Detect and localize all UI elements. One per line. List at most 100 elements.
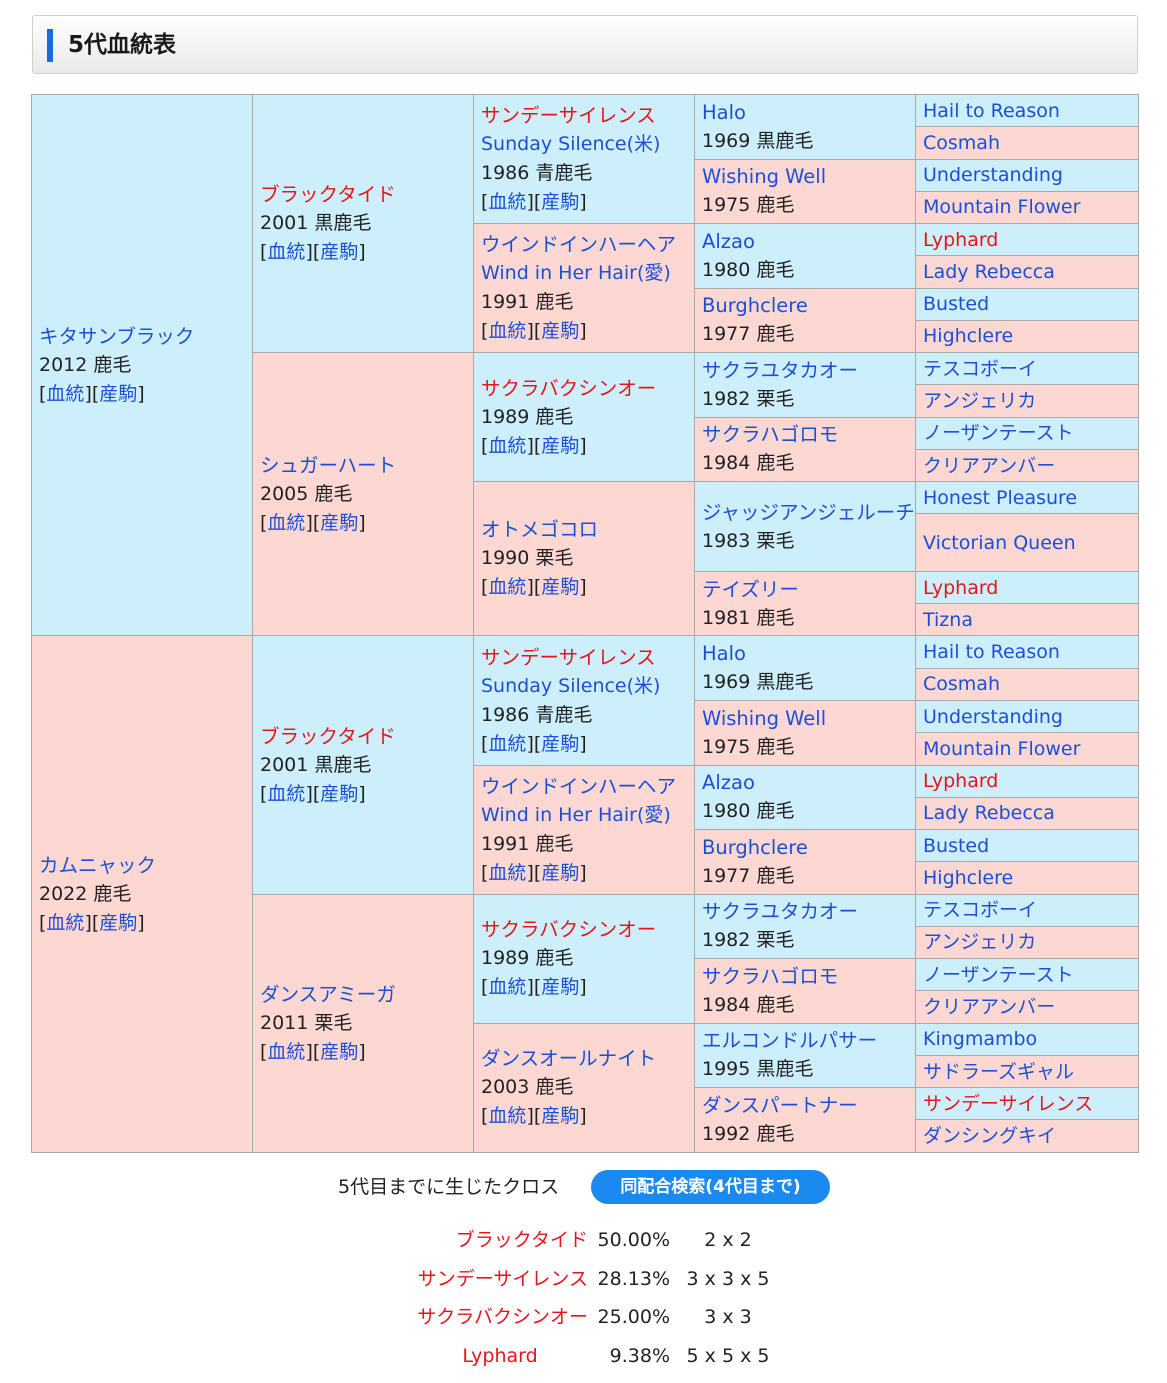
horse-name-link[interactable]: ダンスオールナイト <box>481 1047 657 1071</box>
horse-name-link[interactable]: Hail to Reason <box>923 99 1060 122</box>
horse-english-name[interactable]: Wind in Her Hair(愛) <box>481 803 671 826</box>
horse-name-link[interactable]: テスコボーイ <box>923 899 1038 922</box>
horse-english-name[interactable]: Sunday Silence(米) <box>481 133 661 156</box>
cross-horse-name-link[interactable]: ブラックタイド <box>455 1229 588 1251</box>
horse-name-link[interactable]: Halo <box>702 100 746 124</box>
foals-link[interactable]: 産駒 <box>541 732 580 755</box>
horse-name-link[interactable]: アンジェリカ <box>923 390 1037 413</box>
horse-name-link[interactable]: Burghclere <box>702 294 808 318</box>
horse-name-link[interactable]: テスコボーイ <box>923 357 1038 380</box>
blood-link[interactable]: 血統 <box>267 782 306 805</box>
horse-name-link[interactable]: Understanding <box>923 164 1063 187</box>
horse-name-link[interactable]: Alzao <box>702 229 755 253</box>
horse-name-link[interactable]: ダンスアミーガ <box>260 982 396 1006</box>
horse-name-link[interactable]: アンジェリカ <box>923 931 1037 954</box>
blood-link[interactable]: 血統 <box>267 1040 306 1063</box>
horse-name-link[interactable]: ダンシングキイ <box>923 1125 1057 1148</box>
horse-name-link[interactable]: オトメゴコロ <box>481 518 599 542</box>
horse-name-link[interactable]: サクラユタカオー <box>702 900 859 924</box>
horse-name-link[interactable]: キタサンブラック <box>39 324 195 348</box>
blood-link[interactable]: 血統 <box>488 976 527 999</box>
horse-name-link[interactable]: Highclere <box>923 325 1014 348</box>
foals-link[interactable]: 産駒 <box>99 382 138 405</box>
blood-link[interactable]: 血統 <box>267 511 306 534</box>
pedigree-cell-g3: サンデーサイレンス Sunday Silence(米) 1986 青鹿毛 [血統… <box>473 93 695 225</box>
horse-name-link[interactable]: Burghclere <box>702 835 808 859</box>
horse-name-link[interactable]: Hail to Reason <box>923 641 1060 664</box>
foals-link[interactable]: 産駒 <box>541 861 580 884</box>
cross-horse-name-link[interactable]: Lyphard <box>462 1345 538 1367</box>
horse-name-link[interactable]: Lyphard <box>923 228 999 251</box>
horse-name-link[interactable]: Lady Rebecca <box>923 260 1055 283</box>
blood-link[interactable]: 血統 <box>488 434 527 457</box>
blood-link[interactable]: 血統 <box>488 861 527 884</box>
foals-link[interactable]: 産駒 <box>541 576 580 599</box>
horse-name-link[interactable]: Honest Pleasure <box>923 486 1078 509</box>
horse-name-link[interactable]: Cosmah <box>923 131 1000 154</box>
horse-name-link[interactable]: Lady Rebecca <box>923 802 1055 825</box>
foals-link[interactable]: 産駒 <box>320 782 359 805</box>
horse-name-link[interactable]: サンデーサイレンス <box>481 645 656 669</box>
horse-name-link[interactable]: サクラバクシンオー <box>481 376 657 400</box>
blood-link[interactable]: 血統 <box>46 382 85 405</box>
horse-name-link[interactable]: Understanding <box>923 705 1063 728</box>
horse-name-link[interactable]: Lyphard <box>923 770 999 793</box>
cross-horse-name-link[interactable]: サクラバクシンオー <box>417 1306 588 1328</box>
horse-name-link[interactable]: Highclere <box>923 866 1014 889</box>
horse-name-link[interactable]: サクラバクシンオー <box>481 918 657 942</box>
foals-link[interactable]: 産駒 <box>541 1105 580 1128</box>
horse-name-link[interactable]: サクラハゴロモ <box>702 964 839 988</box>
horse-name-link[interactable]: Cosmah <box>923 673 1000 696</box>
horse-name-link[interactable]: Mountain Flower <box>923 737 1081 760</box>
horse-name-link[interactable]: Halo <box>702 642 746 666</box>
horse-name-link[interactable]: クリアアンバー <box>923 454 1056 477</box>
horse-name-link[interactable]: ノーザンテースト <box>923 963 1074 986</box>
horse-name-link[interactable]: シュガーハート <box>260 453 397 477</box>
foals-link[interactable]: 産駒 <box>320 1040 359 1063</box>
foals-link[interactable]: 産駒 <box>541 434 580 457</box>
horse-name-link[interactable]: ウインドインハーヘア <box>481 233 677 257</box>
horse-name-link[interactable]: Kingmambo <box>923 1028 1038 1051</box>
foals-link[interactable]: 産駒 <box>541 191 580 214</box>
same-mating-search-button[interactable]: 同配合検索(4代目まで) <box>591 1170 830 1204</box>
horse-name-link[interactable]: クリアアンバー <box>923 996 1056 1019</box>
horse-english-name[interactable]: Sunday Silence(米) <box>481 674 661 697</box>
horse-name-link[interactable]: ジャッジアンジェルーチ <box>702 500 915 524</box>
horse-name-link[interactable]: Lyphard <box>923 576 999 599</box>
horse-name-link[interactable]: エルコンドルパサー <box>702 1029 878 1053</box>
blood-link[interactable]: 血統 <box>488 1105 527 1128</box>
horse-name-link[interactable]: サクラユタカオー <box>702 358 859 382</box>
horse-name-link[interactable]: Wishing Well <box>702 165 827 189</box>
foals-link[interactable]: 産駒 <box>541 976 580 999</box>
horse-name-link[interactable]: ブラックタイド <box>260 724 396 748</box>
foals-link[interactable]: 産駒 <box>320 241 359 264</box>
foals-link[interactable]: 産駒 <box>99 911 138 934</box>
horse-name-link[interactable]: サクラハゴロモ <box>702 423 839 447</box>
horse-name-link[interactable]: カムニャック <box>39 853 157 877</box>
foals-link[interactable]: 産駒 <box>541 320 580 343</box>
horse-name-link[interactable]: Tizna <box>923 608 973 631</box>
horse-name-link[interactable]: テイズリー <box>702 577 799 601</box>
blood-link[interactable]: 血統 <box>46 911 85 934</box>
horse-name-link[interactable]: Alzao <box>702 771 755 795</box>
horse-name-link[interactable]: Busted <box>923 293 990 316</box>
horse-name-link[interactable]: Victorian Queen <box>923 531 1076 554</box>
cross-horse-name-link[interactable]: サンデーサイレンス <box>417 1268 588 1290</box>
horse-name-link[interactable]: Busted <box>923 834 990 857</box>
horse-name-link[interactable]: Mountain Flower <box>923 196 1081 219</box>
horse-english-name[interactable]: Wind in Her Hair(愛) <box>481 262 671 285</box>
blood-link[interactable]: 血統 <box>488 320 527 343</box>
horse-name-link[interactable]: ウインドインハーヘア <box>481 774 677 798</box>
horse-name-link[interactable]: サドラーズギャル <box>923 1060 1075 1083</box>
blood-link[interactable]: 血統 <box>267 241 306 264</box>
horse-name-link[interactable]: Wishing Well <box>702 706 827 730</box>
horse-name-link[interactable]: ノーザンテースト <box>923 422 1074 445</box>
horse-name-link[interactable]: サンデーサイレンス <box>481 104 656 128</box>
horse-name-link[interactable]: サンデーサイレンス <box>923 1092 1094 1115</box>
foals-link[interactable]: 産駒 <box>320 511 359 534</box>
horse-name-link[interactable]: ブラックタイド <box>260 183 396 207</box>
blood-link[interactable]: 血統 <box>488 732 527 755</box>
blood-link[interactable]: 血統 <box>488 576 527 599</box>
horse-name-link[interactable]: ダンスパートナー <box>702 1094 858 1118</box>
blood-link[interactable]: 血統 <box>488 191 527 214</box>
